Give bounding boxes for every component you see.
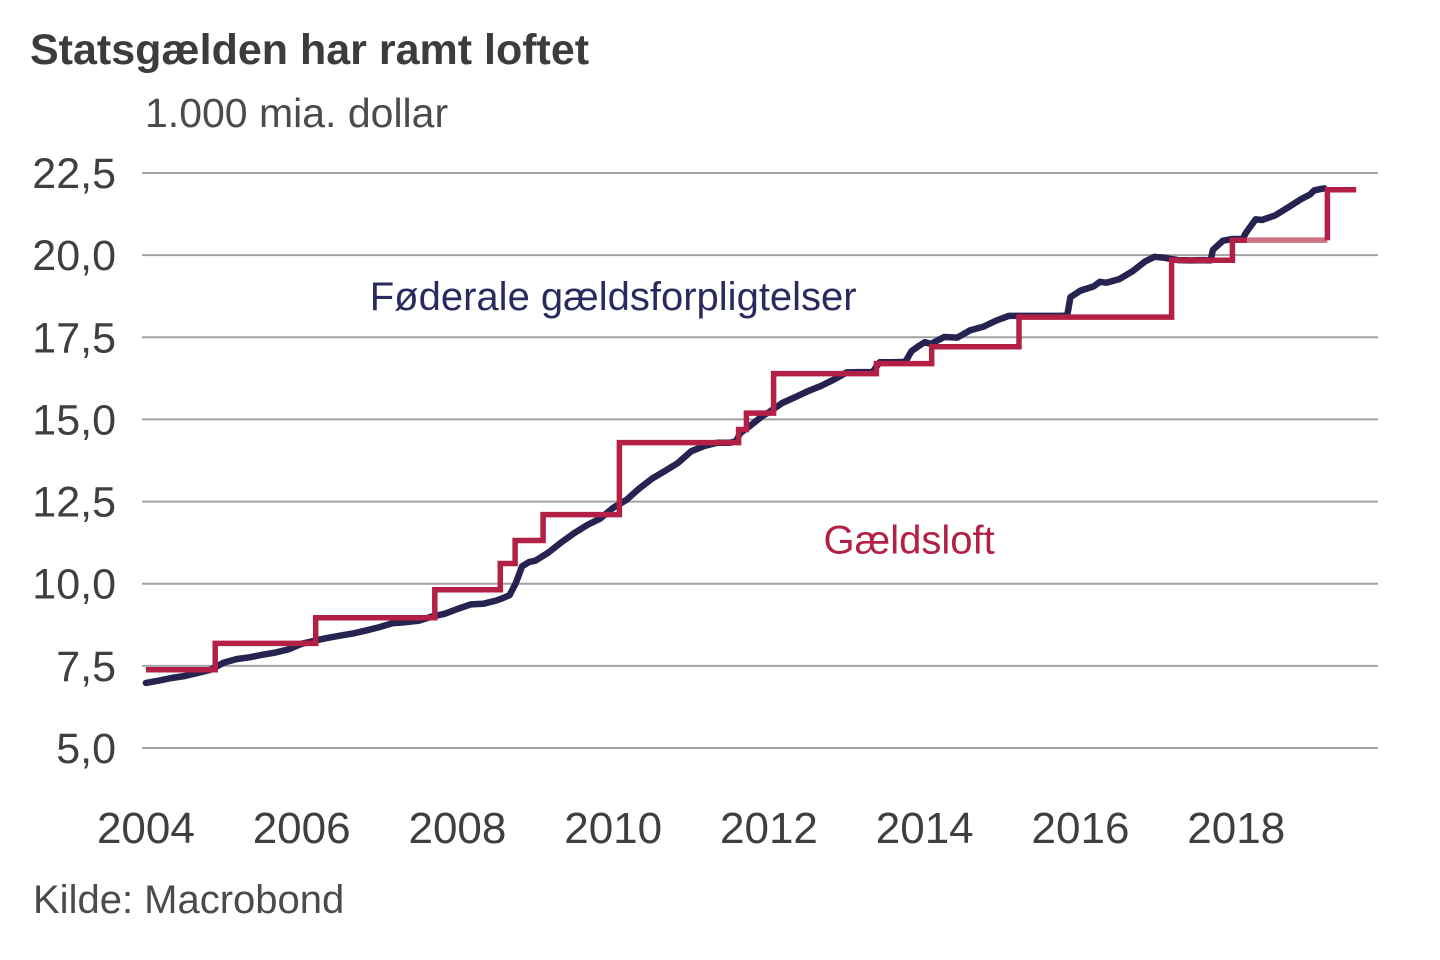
x-tick-label: 2014 [876,804,974,853]
federal-debt-line [142,185,1328,687]
axis-unit-label: 1.000 mia. dollar [145,90,449,136]
y-tick-label: 17,5 [32,314,116,362]
y-tick-label: 15,0 [32,396,116,444]
ceiling-label: Gældsloft [824,518,995,562]
debt-ceiling-line [145,237,1248,673]
page-title: Statsgælden har ramt loftet [30,26,590,74]
x-tick-label: 2010 [564,804,662,853]
debt-ceiling-reinstated-line [1324,187,1357,241]
x-tick-label: 2018 [1187,804,1285,853]
y-tick-label: 20,0 [32,232,116,280]
debt-label: Føderale gældsforpligtelser [370,275,857,319]
y-tick-label: 5,0 [56,725,116,773]
x-tick-label: 2006 [253,804,351,853]
x-tick-label: 2016 [1032,804,1130,853]
y-tick-label: 22,5 [32,150,116,198]
x-tick-label: 2008 [408,804,506,853]
x-tick-label: 2004 [97,804,195,853]
source-note: Kilde: Macrobond [33,878,345,922]
y-tick-label: 12,5 [32,479,116,527]
y-tick-label: 10,0 [32,561,116,609]
x-tick-label: 2012 [720,804,818,853]
y-tick-label: 7,5 [56,643,116,691]
